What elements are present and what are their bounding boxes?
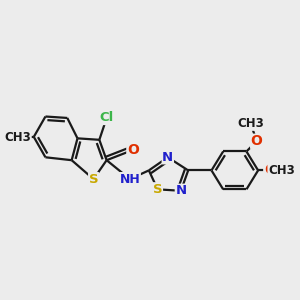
Text: NH: NH bbox=[120, 172, 140, 186]
Text: O: O bbox=[127, 143, 139, 157]
Text: N: N bbox=[175, 184, 187, 197]
Text: CH3: CH3 bbox=[4, 131, 31, 144]
Text: S: S bbox=[153, 183, 162, 196]
Text: CH3: CH3 bbox=[268, 164, 295, 177]
Text: O: O bbox=[251, 134, 262, 148]
Text: O: O bbox=[264, 164, 276, 177]
Text: CH3: CH3 bbox=[238, 117, 264, 130]
Text: S: S bbox=[89, 172, 98, 186]
Text: N: N bbox=[162, 151, 173, 164]
Text: Cl: Cl bbox=[100, 112, 114, 124]
